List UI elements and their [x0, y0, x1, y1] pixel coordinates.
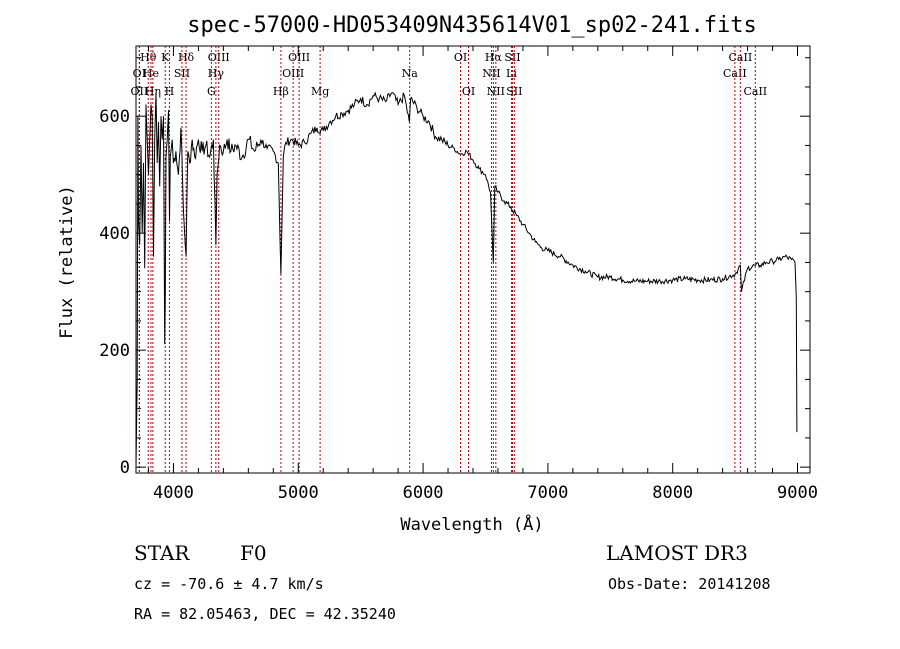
spectral-line-label-14: OIII: [288, 51, 310, 64]
spectral-line-label-18: OI: [462, 85, 475, 98]
redshift-text: cz = -70.6 ± 4.7 km/s: [134, 575, 324, 593]
chart-title: spec-57000-HD053409N435614V01_sp02-241.f…: [187, 13, 757, 38]
y-tick-label-3: 600: [99, 107, 130, 127]
spectral-line-label-7: H: [165, 85, 175, 98]
spectral-line-label-8: Hδ: [178, 51, 195, 64]
spectral-line-label-25: CaII: [723, 67, 747, 80]
x-axis-label: Wavelength (Å): [400, 513, 543, 535]
spectral-line-label-23: SII: [504, 51, 520, 64]
spectral-line-label-2: Hθ: [140, 51, 157, 64]
spectral-line-label-24: SII: [506, 85, 522, 98]
spectral-line-label-27: CaII: [743, 85, 767, 98]
x-tick-label-4: 8000: [652, 483, 693, 503]
spectral-line-label-26: CaII: [729, 51, 753, 64]
obs-date-text: Obs-Date: 20141208: [608, 575, 771, 593]
object-class: STAR: [134, 541, 190, 565]
x-tick-label-3: 7000: [527, 483, 568, 503]
spectral-line-label-12: Hβ: [273, 85, 289, 98]
spectral-line-label-10: Hγ: [208, 67, 225, 80]
spectrum-line: [135, 91, 798, 468]
spectral-line-label-6: SII: [174, 67, 190, 80]
spectral-line-label-19: NII: [482, 67, 500, 80]
spectral-line-label-4: Hη: [145, 85, 161, 98]
spectral-line-label-16: Na: [402, 67, 419, 80]
x-tick-label-1: 5000: [278, 483, 319, 503]
spectral-line-label-5: K: [161, 51, 170, 64]
spectral-line-label-17: OI: [454, 51, 467, 64]
spectrum-series: [135, 91, 798, 468]
y-tick-label-1: 200: [99, 341, 130, 361]
spectral-line-label-13: OIII: [282, 67, 304, 80]
axis-ticks: 4000 5000 6000 7000 8000 9000 0 200 400 600: [99, 46, 818, 503]
plot-border: [135, 45, 811, 474]
spectral-line-label-15: Mg: [311, 85, 329, 98]
coords-text: RA = 82.05463, DEC = 42.35240: [134, 605, 396, 623]
spectral-line-label-21: NII: [487, 85, 505, 98]
y-tick-label-2: 400: [99, 224, 130, 244]
object-subclass: F0: [240, 541, 267, 565]
spectral-line-label-20: Hα: [485, 51, 503, 64]
spectral-line-label-22: Li: [506, 67, 517, 80]
spectral-line-label-11: G: [207, 85, 216, 98]
spectral-line-label-9: OIII: [208, 51, 230, 64]
spectral-line-label-1: OI: [133, 67, 146, 80]
survey-label: LAMOST DR3: [606, 541, 748, 565]
y-axis-label: Flux (relative): [57, 185, 77, 339]
x-tick-label-2: 6000: [403, 483, 444, 503]
y-tick-label-0: 0: [120, 458, 130, 478]
plot-frame: [135, 45, 811, 474]
spectral-line-label-3: He: [143, 67, 159, 80]
x-tick-label-5: 9000: [777, 483, 818, 503]
x-tick-label-0: 4000: [153, 483, 194, 503]
